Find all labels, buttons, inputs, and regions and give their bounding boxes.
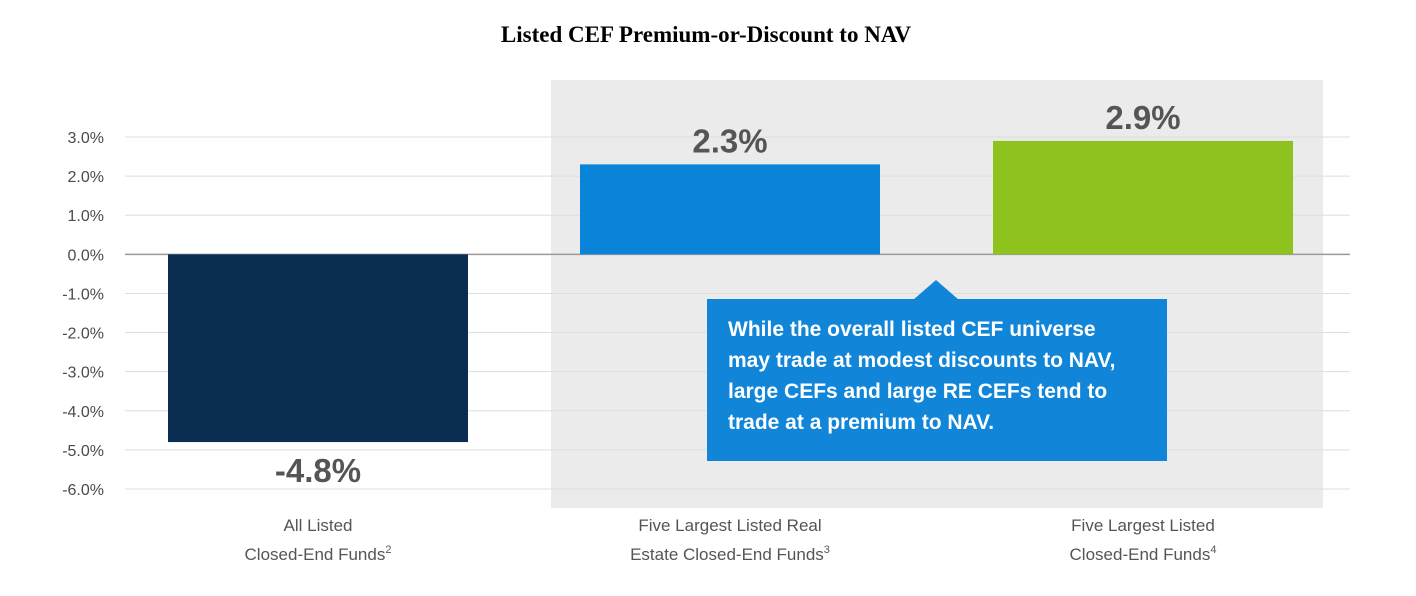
y-tick-label: -3.0% <box>62 365 104 382</box>
bars <box>168 140 1293 443</box>
y-tick-label: 0.0% <box>68 247 104 264</box>
bar-value-label: 2.3% <box>692 122 767 159</box>
callout-text-line: may trade at modest discounts to NAV, <box>728 349 1115 372</box>
callout-text-line: trade at a premium to NAV. <box>728 411 994 434</box>
category-label: Five Largest Listed <box>1071 516 1215 535</box>
bar <box>580 164 880 255</box>
y-tick-label: 3.0% <box>68 130 104 147</box>
value-labels: -4.8% 2.3% 2.9% <box>275 99 1181 489</box>
y-tick-label: 2.0% <box>68 169 104 186</box>
callout-box: While the overall listed CEF universe may… <box>707 280 1167 461</box>
callout-text-line: While the overall listed CEF universe <box>728 318 1096 341</box>
y-axis-ticks: 3.0% 2.0% 1.0% 0.0% -1.0% -2.0% -3.0% -4.0% -5.0… <box>62 130 104 499</box>
y-tick-label: -2.0% <box>62 326 104 343</box>
callout-background <box>707 299 1167 461</box>
callout-pointer <box>913 280 959 300</box>
category-label: Five Largest Listed Real <box>638 516 821 535</box>
footnote-marker: 4 <box>1210 544 1216 556</box>
chart-title: Listed CEF Premium-or-Discount to NAV <box>501 22 912 47</box>
bar-value-label: -4.8% <box>275 452 361 489</box>
callout-text-line: large CEFs and large RE CEFs tend to <box>728 380 1107 403</box>
y-tick-label: -1.0% <box>62 286 104 303</box>
category-label: Closed-End Funds2 <box>245 544 392 564</box>
y-tick-label: -6.0% <box>62 482 104 499</box>
y-tick-label: -5.0% <box>62 443 104 460</box>
category-label: All Listed <box>284 516 353 535</box>
bar <box>168 254 468 443</box>
category-labels: All Listed Closed-End Funds2 Five Largest … <box>245 516 1217 564</box>
bar-value-label: 2.9% <box>1105 99 1180 136</box>
footnote-marker: 3 <box>824 544 830 556</box>
bar <box>993 140 1293 255</box>
category-label: Estate Closed-End Funds3 <box>630 544 830 564</box>
y-tick-label: -4.0% <box>62 404 104 421</box>
y-tick-label: 1.0% <box>68 208 104 225</box>
category-label: Closed-End Funds4 <box>1070 544 1217 564</box>
footnote-marker: 2 <box>385 544 391 556</box>
